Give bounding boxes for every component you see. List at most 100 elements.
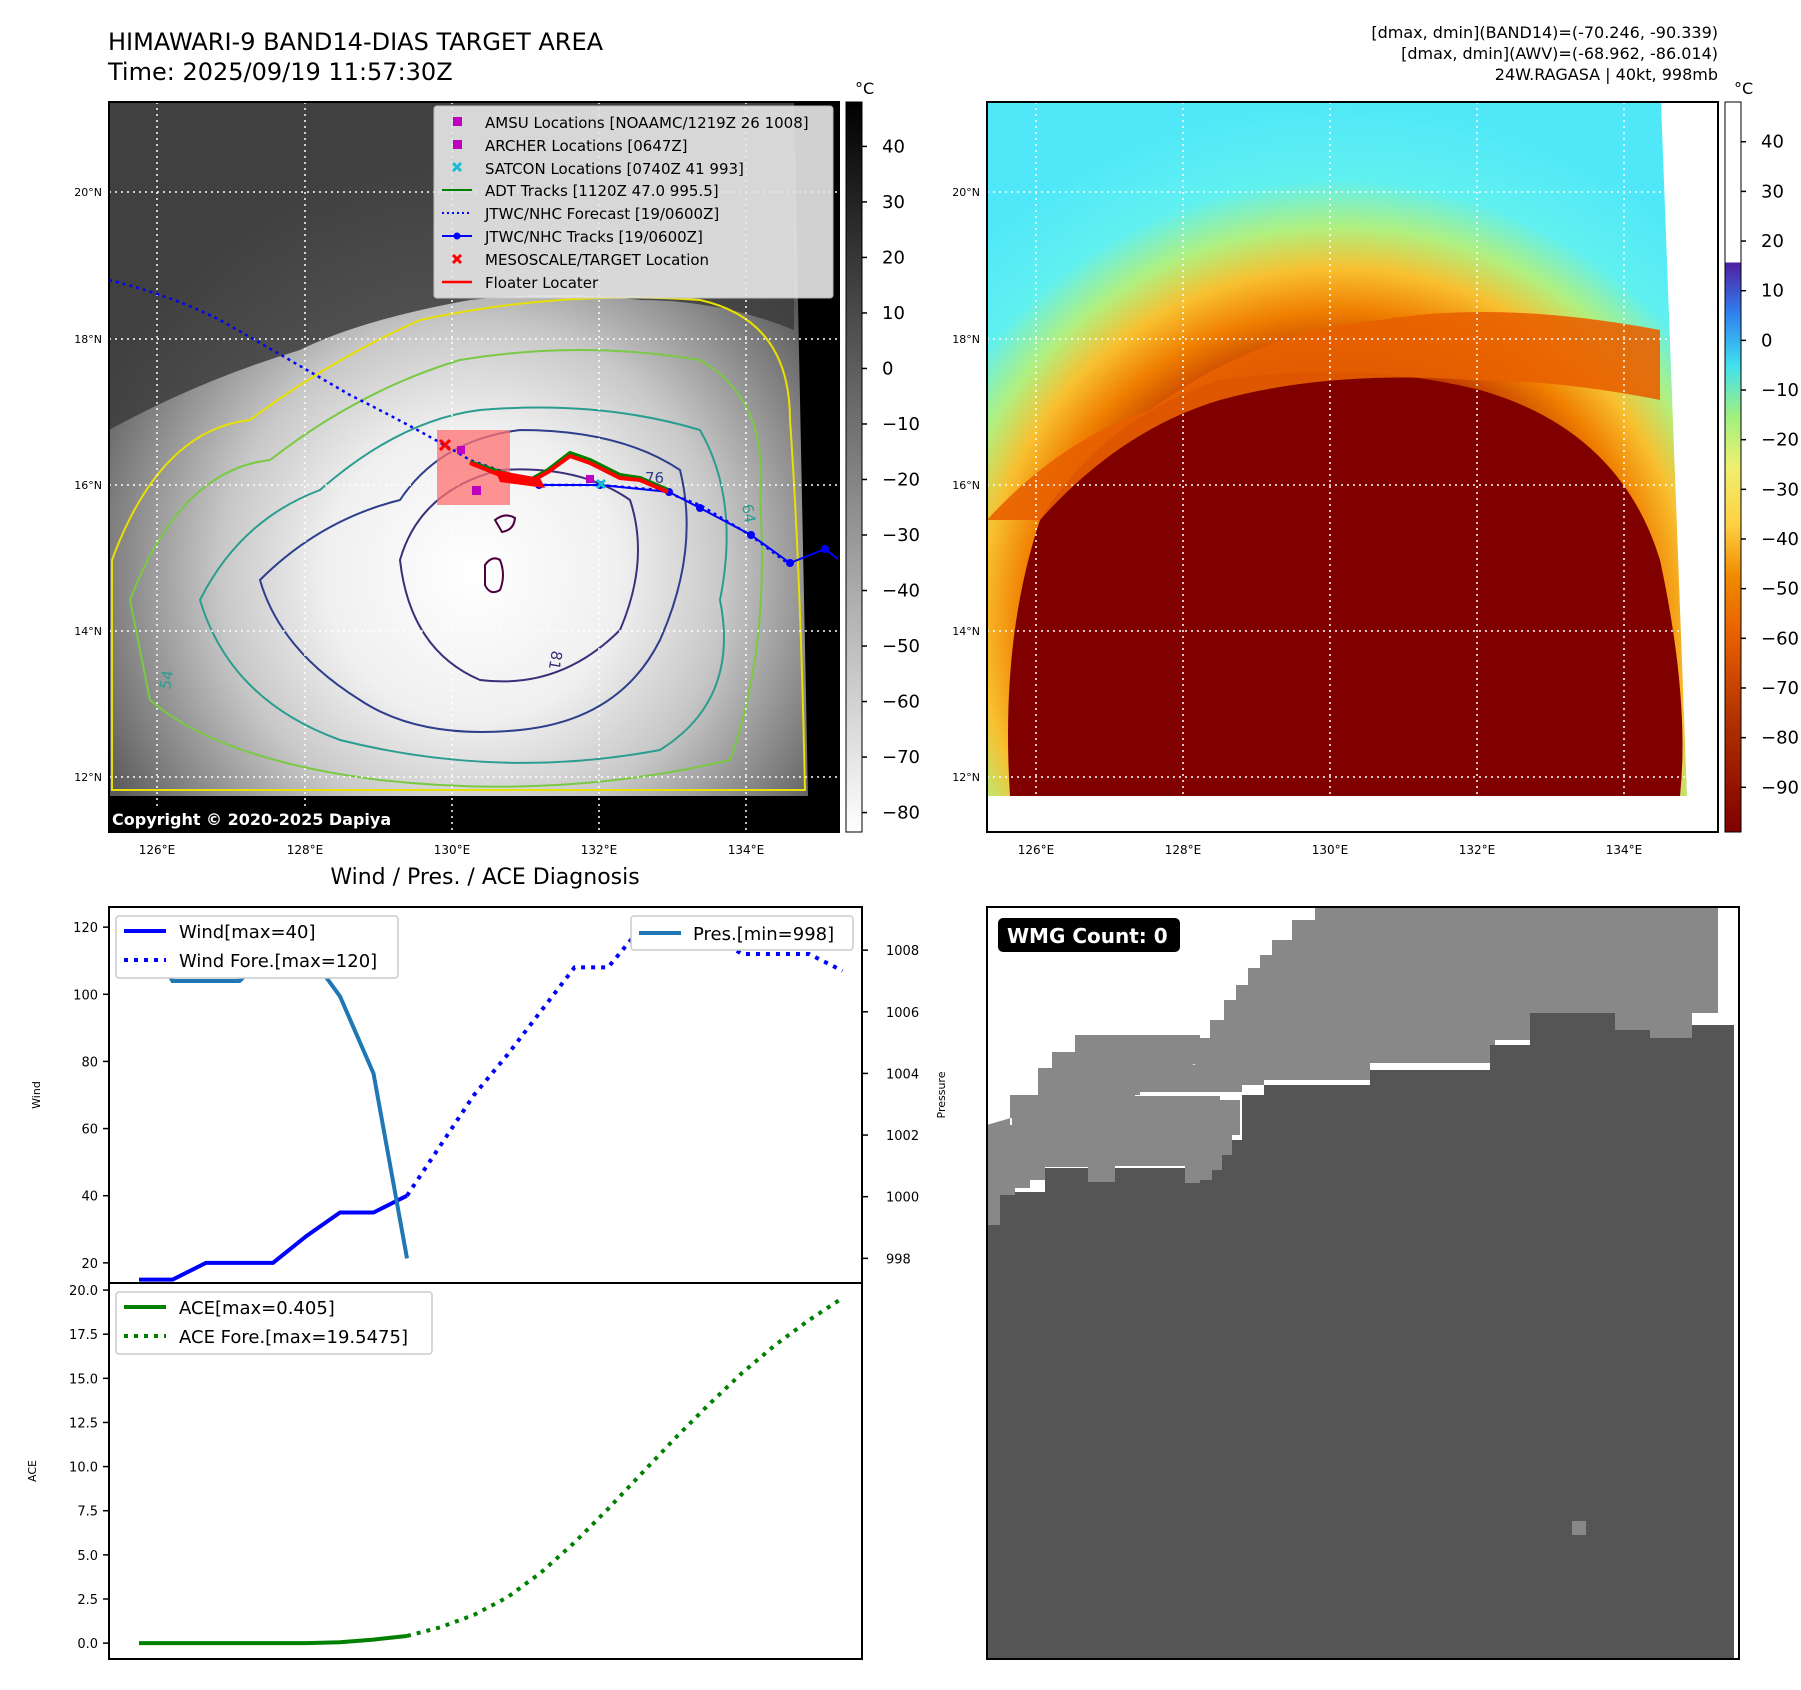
pressure-y-tick-label: 1004 <box>886 1067 919 1082</box>
colorbar_color-tick-label: −10 <box>1761 380 1799 401</box>
lon-label-126e-right: 126°E <box>1018 843 1055 857</box>
contour-label-64: 64 <box>738 503 759 525</box>
wind-y-tick-label: 100 <box>73 988 98 1003</box>
diagnosis-title: Wind / Pres. / ACE Diagnosis <box>330 865 639 890</box>
colorbar_gray-tick-label: −10 <box>882 414 920 435</box>
ace-y-tick-label: 12.5 <box>69 1416 98 1431</box>
dmax-band14: [dmax, dmin](BAND14)=(-70.246, -90.339) <box>1371 23 1718 42</box>
ace-y-tick-label: 7.5 <box>77 1505 98 1520</box>
legend-swatch-mesoscale <box>451 253 463 265</box>
pressure-y-ticks: 998 1000 1002 1004 1006 1008 <box>862 944 919 1267</box>
colorbar_color-tick-label: 40 <box>1761 132 1784 153</box>
pressure-y-tick-label: 1008 <box>886 944 919 959</box>
ir-map-right: 12°N 14°N 16°N 18°N 20°N 126°E 128°E 130… <box>952 101 1719 857</box>
amsu-location <box>472 486 481 495</box>
jtwc-track <box>539 484 839 565</box>
colorbar_color-tick-label: −40 <box>1761 529 1799 550</box>
colorbar-color-ticks: 40 30 20 10 0 −10 −20 −30 −40 −50 −60 −70 −80 −90 <box>1741 132 1799 798</box>
map-right-lat-labels: 12°N 14°N 16°N 18°N 20°N <box>952 186 980 784</box>
colorbar_color-tick-label: −80 <box>1761 728 1799 749</box>
colorbar-color-unit: °C <box>1734 79 1753 98</box>
lon-label-132e-right: 132°E <box>1459 843 1496 857</box>
map-left-lat-labels: 12°N 14°N 16°N 18°N 20°N <box>74 186 102 784</box>
lat-label-20n-right: 20°N <box>952 186 980 199</box>
pressure-y-tick-label: 1006 <box>886 1006 919 1021</box>
ace-y-ticks: 0.0 2.5 5.0 7.5 10.0 12.5 15.0 17.5 20.0 <box>69 1284 109 1652</box>
storm-info: 24W.RAGASA | 40kt, 998mb <box>1495 65 1718 84</box>
ir-map-left: 64 76 81 54 <box>74 101 840 857</box>
wind-pressure-chart: 20 40 60 80 100 120 998 1000 1002 1004 1006 1008 W… <box>30 906 948 1284</box>
copyright-text: Copyright © 2020-2025 Dapiya <box>112 810 391 829</box>
map-legend: AMSU Locations [NOAAMC/1219Z 26 1008] AR… <box>433 105 834 299</box>
colorbar_color-tick-label: −60 <box>1761 628 1799 649</box>
colorbar_gray-tick-label: −40 <box>882 581 920 602</box>
lat-label-16n: 16°N <box>74 479 102 492</box>
lat-label-18n-right: 18°N <box>952 333 980 346</box>
colorbar-gray-unit: °C <box>855 79 874 98</box>
colorbar_gray-tick-label: 30 <box>882 192 905 213</box>
legend-label-archer: ARCHER Locations [0647Z] <box>485 137 688 155</box>
wmg-count-label: WMG Count: 0 <box>1007 924 1168 948</box>
colorbar-gray: °C 40 30 20 10 0 −10 −20 −30 −40 −50 −60 −70 −80 <box>845 79 920 833</box>
wind-y-label: Wind <box>30 1081 43 1109</box>
contour-navy-outer <box>258 428 688 733</box>
mesoscale-target-location <box>438 438 452 452</box>
colorbar_gray-tick-label: 40 <box>882 136 905 157</box>
colorbar_gray-tick-label: −20 <box>882 469 920 490</box>
colorbar_gray-tick-label: 10 <box>882 303 905 324</box>
pressure-legend-label: Pres.[min=998] <box>693 924 834 945</box>
ace-chart: 0.0 2.5 5.0 7.5 10.0 12.5 15.0 17.5 20.0 ACE ACE… <box>26 1282 863 1660</box>
colorbar_gray-tick-label: 20 <box>882 247 905 268</box>
lat-label-20n: 20°N <box>74 186 102 199</box>
contour-core-2 <box>493 514 517 534</box>
wind-y-tick-label: 120 <box>73 921 98 936</box>
colorbar_color-tick-label: −90 <box>1761 777 1799 798</box>
satcon-location <box>595 478 607 490</box>
colorbar_color-tick-label: −20 <box>1761 430 1799 451</box>
ace-series-0-line <box>139 1633 408 1646</box>
legend-label-satcon: SATCON Locations [0740Z 41 993] <box>485 160 744 178</box>
cold-core-region <box>1008 372 1683 796</box>
wmg-panel-frame <box>986 906 1740 1660</box>
ace-legend-box <box>115 1291 433 1355</box>
colorbar_color-tick-label: 0 <box>1761 330 1772 351</box>
wind-y-tick-label: 60 <box>81 1123 98 1138</box>
lat-label-12n: 12°N <box>74 771 102 784</box>
colorbar_gray-tick-label: −70 <box>882 747 920 768</box>
wind-legend-left: Wind[max=40] Wind Fore.[max=120] <box>115 915 399 979</box>
colorbar-gray-ramp <box>845 101 863 833</box>
pressure-y-label: Pressure <box>935 1071 948 1118</box>
anvil-edge <box>987 312 1660 520</box>
lon-label-128e: 128°E <box>287 843 324 857</box>
lon-label-132e: 132°E <box>581 843 618 857</box>
lon-label-126e: 126°E <box>139 843 176 857</box>
colorbar_gray-tick-label: −60 <box>882 692 920 713</box>
wind-y-ticks: 20 40 60 80 100 120 <box>73 921 109 1272</box>
wind-series-1-line <box>405 924 844 1197</box>
copyright-banner <box>109 806 419 832</box>
legend-label-forecast: JTWC/NHC Forecast [19/0600Z] <box>484 205 719 223</box>
ace-legend: ACE[max=0.405] ACE Fore.[max=19.5475] <box>115 1291 433 1355</box>
wind-legend-label-wind: Wind[max=40] <box>179 922 316 943</box>
legend-swatch-satcon <box>451 161 463 173</box>
colorbar_color-tick-label: −30 <box>1761 479 1799 500</box>
ace-y-tick-label: 15.0 <box>69 1372 98 1387</box>
legend-label-amsu: AMSU Locations [NOAAMC/1219Z 26 1008] <box>485 114 809 132</box>
ace-legend-label: ACE[max=0.405] <box>179 1298 335 1319</box>
contour-label-54: 54 <box>156 669 177 691</box>
ace-y-tick-label: 2.5 <box>77 1593 98 1608</box>
ace-plot-area <box>139 1296 844 1646</box>
ace-y-label: ACE <box>26 1460 39 1482</box>
wind-y-tick-label: 80 <box>81 1055 98 1070</box>
contour-core <box>484 557 504 594</box>
legend-label-adt: ADT Tracks [1120Z 47.0 995.5] <box>485 182 719 200</box>
lon-label-130e-right: 130°E <box>1312 843 1349 857</box>
ace-y-tick-label: 0.0 <box>77 1637 98 1652</box>
pressure-legend-box <box>630 915 854 951</box>
jtwc-forecast-track <box>109 278 791 566</box>
ace-y-tick-label: 17.5 <box>69 1328 98 1343</box>
map-legend-box <box>433 105 834 299</box>
colorbar_color-tick-label: 20 <box>1761 231 1784 252</box>
archer-location-2 <box>586 475 594 483</box>
